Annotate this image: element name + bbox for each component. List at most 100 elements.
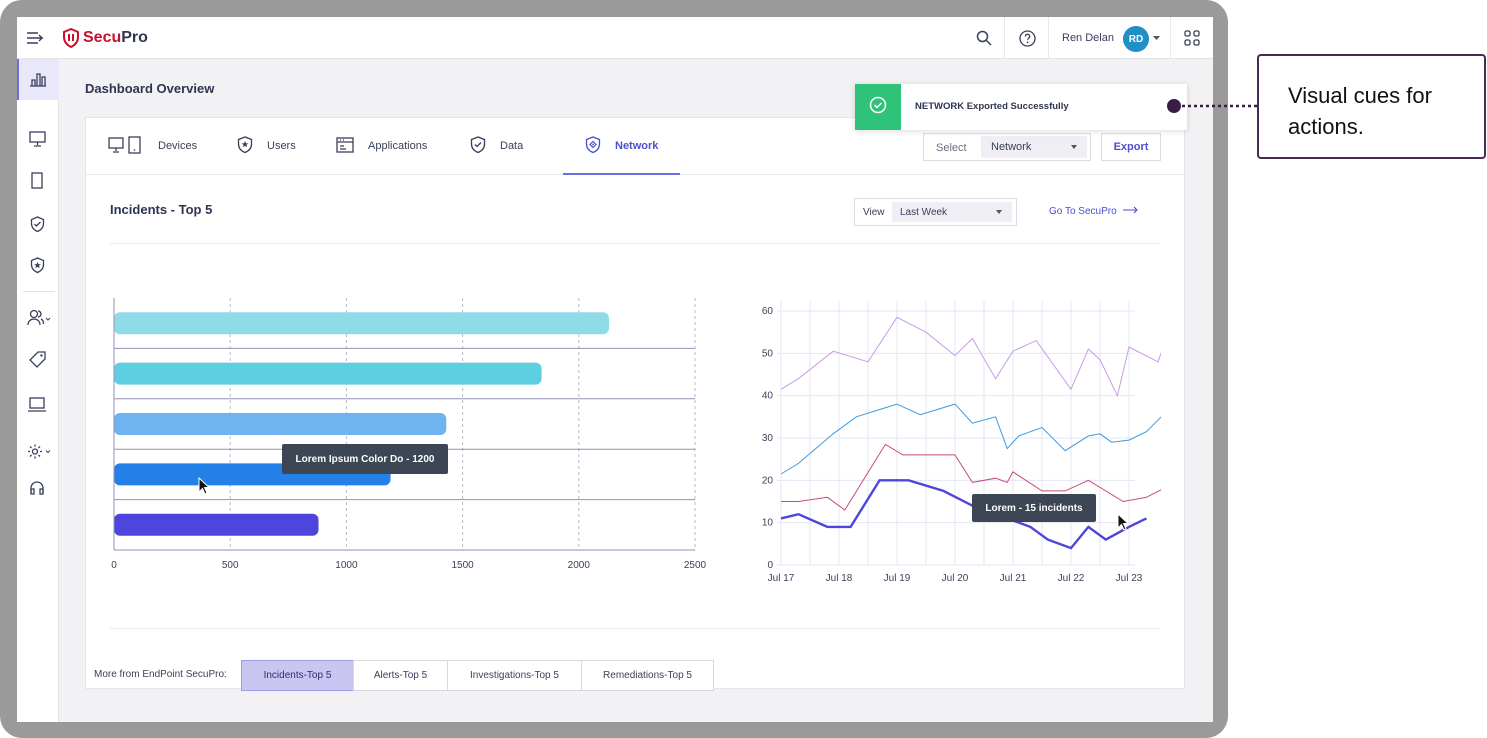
bottom-tab-investigations[interactable]: Investigations-Top 5 (447, 660, 582, 691)
tick-label: 1000 (335, 560, 358, 571)
tab-label: Network (615, 140, 659, 152)
laptop-icon[interactable] (26, 395, 48, 413)
cursor-arrow-icon (198, 476, 211, 500)
callout-box: Visual cues for actions. (1257, 54, 1486, 159)
monitor-icon[interactable] (27, 130, 47, 148)
page-title: Dashboard Overview (85, 81, 215, 96)
tab-label: Applications (368, 140, 428, 152)
app-logo: SecuPro (83, 29, 148, 47)
chevron-down-icon (1071, 145, 1077, 149)
tab-label: Data (500, 140, 524, 152)
headphones-icon[interactable] (27, 479, 47, 497)
chevron-down-icon[interactable] (1152, 34, 1160, 42)
tab-label: Users (267, 140, 296, 152)
view-select[interactable]: View Last Week (854, 198, 1017, 226)
select-label: Select (936, 142, 967, 154)
cursor-arrow-icon (1117, 512, 1130, 536)
shield-check-icon[interactable] (27, 215, 47, 233)
tab-devices[interactable]: Devices (108, 118, 197, 174)
toast-status (855, 84, 901, 130)
help-icon[interactable] (1017, 28, 1037, 48)
menu-toggle-icon[interactable] (25, 29, 45, 47)
view-value-box[interactable]: Last Week (892, 202, 1012, 222)
tab-data[interactable]: Data (470, 118, 523, 174)
line-chart: 0 10 20 30 40 50 60 Jul 17 Jul 18 Jul 19 Jul 20 Jul… (762, 301, 1161, 584)
chevron-down-icon (996, 210, 1002, 214)
x-tick-label: Jul 23 (1116, 573, 1143, 584)
tag-icon[interactable] (27, 350, 47, 368)
y-tick-label: 60 (762, 306, 774, 317)
series-line (781, 443, 1161, 511)
x-tick-label: Jul 18 (826, 573, 853, 584)
users-icon[interactable] (26, 308, 52, 326)
y-tick-label: 10 (762, 518, 774, 529)
logo-suffix: Pro (121, 29, 148, 46)
settings-icon[interactable] (26, 442, 52, 460)
data-shield-icon (470, 135, 486, 157)
more-from-label: More from EndPoint SecuPro: (94, 669, 227, 680)
bar-chart: 0 500 1000 1500 2000 2500 (111, 298, 707, 571)
bar (114, 513, 319, 536)
topbar-divider (1048, 17, 1049, 59)
line-tooltip: Lorem - 15 incidents (972, 494, 1096, 522)
tab-users[interactable]: Users (237, 118, 296, 174)
bar (114, 362, 542, 385)
bar-tooltip: Lorem Ipsum Color Do - 1200 (282, 444, 448, 474)
main-card: Devices Users Applications Data Network (85, 117, 1185, 689)
x-tick-label: Jul 22 (1058, 573, 1085, 584)
sidebar-divider (23, 291, 55, 292)
bar (114, 413, 447, 435)
bar (114, 312, 610, 335)
view-label: View (863, 207, 885, 218)
devices-icon (108, 135, 144, 157)
select-value: Network (991, 141, 1032, 153)
arrow-right-icon (1122, 206, 1139, 217)
shield-star-icon[interactable] (27, 256, 47, 274)
y-tick-label: 20 (762, 475, 774, 486)
sidebar-item-dashboard[interactable] (17, 59, 59, 100)
x-tick-label: Jul 19 (884, 573, 911, 584)
network-select[interactable]: Select Network (923, 133, 1091, 161)
x-tick-label: Jul 17 (768, 573, 795, 584)
toast: NETWORK Exported Successfully (855, 84, 1187, 130)
tick-label: 2000 (568, 560, 591, 571)
applications-icon (336, 136, 354, 156)
sidebar (17, 59, 59, 722)
y-tick-label: 40 (762, 391, 774, 402)
tick-label: 0 (111, 560, 117, 571)
network-shield-icon (585, 135, 601, 157)
y-tick-label: 0 (767, 560, 773, 571)
goto-secupro-link[interactable]: Go To SecuPro (1049, 206, 1139, 217)
series-line (780, 316, 1161, 398)
tick-label: 500 (222, 560, 239, 571)
search-icon[interactable] (974, 28, 994, 48)
x-tick-label: Jul 20 (942, 573, 969, 584)
callout-connector (1166, 98, 1260, 114)
header-divider (110, 243, 1160, 244)
bottom-tab-alerts[interactable]: Alerts-Top 5 (353, 660, 448, 691)
y-tick-label: 50 (762, 348, 774, 359)
bottom-tab-remediations[interactable]: Remediations-Top 5 (581, 660, 714, 691)
incidents-title: Incidents - Top 5 (110, 202, 213, 217)
mobile-icon[interactable] (27, 171, 47, 189)
top-bar: SecuPro Ren Delan RD (17, 17, 1213, 59)
app-grid-icon[interactable] (1182, 28, 1202, 48)
toast-message: NETWORK Exported Successfully (915, 101, 1069, 112)
bottom-tab-incidents[interactable]: Incidents-Top 5 (241, 660, 354, 691)
topbar-divider (1004, 17, 1005, 59)
logo-prefix: Secu (83, 29, 122, 46)
user-name[interactable]: Ren Delan (1062, 32, 1114, 44)
x-tick-label: Jul 21 (1000, 573, 1027, 584)
series-line (780, 403, 1161, 475)
tab-label: Devices (158, 140, 198, 152)
topbar-divider (1170, 17, 1171, 59)
user-shield-icon (237, 135, 253, 157)
tab-network[interactable]: Network (563, 118, 680, 175)
callout-text: Visual cues for actions. (1288, 83, 1432, 139)
avatar[interactable]: RD (1123, 26, 1149, 52)
select-value-box[interactable]: Network (981, 136, 1087, 158)
view-value: Last Week (900, 206, 948, 218)
tab-applications[interactable]: Applications (336, 118, 427, 174)
bottom-divider (110, 628, 1160, 629)
export-button[interactable]: Export (1101, 133, 1161, 161)
